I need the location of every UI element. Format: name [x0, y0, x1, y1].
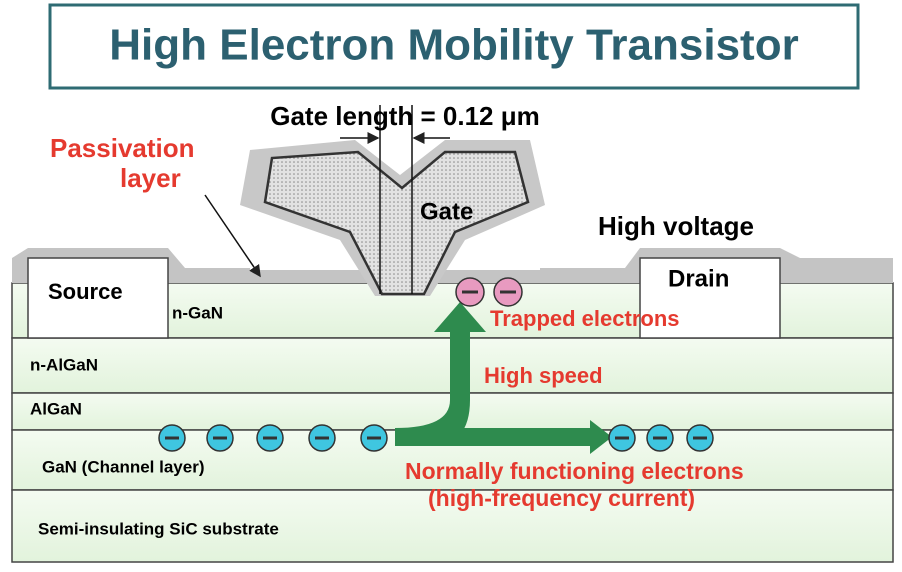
channel-electrons: [158, 424, 714, 452]
layer-label: n-GaN: [172, 303, 223, 322]
passivation-label: layer: [120, 163, 181, 193]
normal-label: Normally functioning electrons: [405, 458, 744, 484]
passivation-label: Passivation: [50, 133, 195, 163]
layer-label: Semi-insulating SiC substrate: [38, 519, 279, 538]
pointer-arrow: [204, 194, 261, 278]
source-contact: [27, 257, 169, 339]
layer-label: AlGaN: [30, 399, 82, 418]
normal-label: (high-frequency current): [428, 485, 695, 511]
drain-contact: [639, 257, 781, 339]
trapped-electrons: [455, 277, 523, 307]
layer-label: n-AlGaN: [30, 355, 98, 374]
gate-length: Gate length = 0.12 μm: [270, 101, 540, 131]
title: High Electron Mobility Transistor: [109, 21, 798, 70]
drain-label: Drain: [668, 265, 729, 292]
gate-label: Gate: [420, 198, 473, 225]
source-label: Source: [48, 279, 123, 304]
high-speed-label: High speed: [484, 363, 603, 388]
title-box: [48, 3, 860, 90]
high-voltage-label: High voltage: [598, 211, 754, 241]
gate: [263, 150, 530, 296]
trapped-label: Trapped electrons: [490, 306, 680, 331]
flow-arrow: [395, 302, 486, 446]
layer-label: GaN (Channel layer): [42, 457, 205, 476]
